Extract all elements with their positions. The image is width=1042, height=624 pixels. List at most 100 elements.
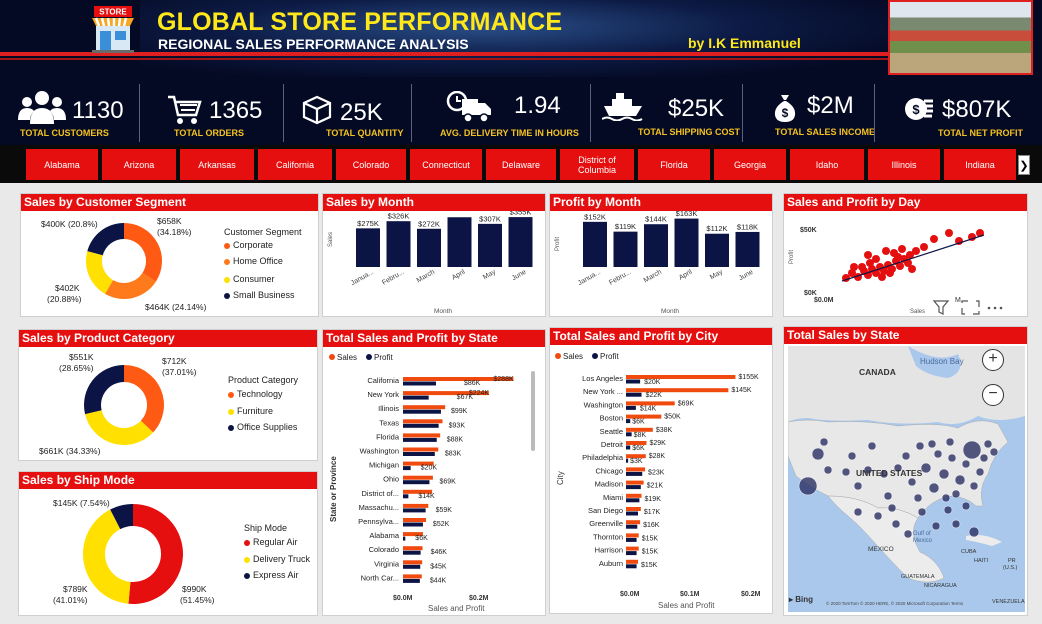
bar-february [386,221,411,267]
sales-value-label: $28K [649,453,666,460]
bar-february [613,231,638,267]
legend-item-technology[interactable]: Technology [228,389,283,399]
sales-bar [403,532,423,537]
legend-item-express-air[interactable]: Express Air [244,570,299,580]
state-button[interactable]: Alabama [26,149,98,180]
scatter-point [850,263,858,271]
state-button[interactable]: Indiana [944,149,1016,180]
svg-text:$: $ [912,102,920,117]
customer-segment-panel[interactable]: Sales by Customer Segment $400K (20.8%) … [20,193,319,317]
state-button[interactable]: Connecticut [410,149,482,180]
state-button[interactable]: Arkansas [180,149,254,180]
slicer-scroll-right-button[interactable]: ❯ [1018,155,1030,175]
legend-item-regular-air[interactable]: Regular Air [244,537,298,547]
sales-profit-day-chart[interactable]: $50K $0K $0.0M M Profit Sales [784,211,1027,317]
ship-mode-donut[interactable] [81,502,185,606]
state-button[interactable]: District of Columbia [560,149,634,180]
store-icon: STORE [92,6,134,53]
category-label: Ohio [383,475,399,484]
state-bubble [951,519,961,529]
category-label: Boston [600,414,623,423]
map-panel[interactable]: Total Sales by State Hudson Bay CANADA U… [783,326,1028,616]
legend-item-corporate[interactable]: Corporate [224,240,273,250]
scatter-point [882,247,890,255]
legend-item-small-business[interactable]: Small Business [224,290,295,300]
category-label: San Diego [588,506,623,515]
legend-item-home-office[interactable]: Home Office [224,256,283,266]
state-bubble [823,465,833,475]
state-bubble [891,519,901,529]
zoom-in-button[interactable]: + [982,349,1004,371]
state-bars-panel[interactable]: Total Sales and Profit by State Sales Pr… [322,329,546,616]
state-button[interactable]: Idaho [790,149,864,180]
svg-text:$: $ [782,106,789,120]
city-bars-chart[interactable]: Sales Profit Los Angeles $155K $20K New Yor… [550,345,772,613]
state-button[interactable]: Georgia [714,149,786,180]
sales-bar [626,401,675,406]
profit-bar [626,551,637,556]
bar-value-label: $355K [510,211,532,217]
legend-item-furniture[interactable]: Furniture [228,406,273,416]
zoom-out-button[interactable]: − [982,384,1004,406]
x-tick-label: Janua... [577,269,602,288]
category-label: Los Angeles [582,374,623,383]
sales-bar [626,507,641,511]
dashboard-subtitle: REGIONAL SALES PERFORMANCE ANALYSIS [158,36,469,52]
sales-bar [403,503,429,508]
product-category-donut[interactable] [81,362,167,448]
category-label: New York [367,390,399,399]
donut-slice-express-air [110,504,133,530]
trend-line [841,234,985,282]
dashboard-title: GLOBAL STORE PERFORMANCE [157,8,563,36]
state-button[interactable]: Arizona [102,149,176,180]
legend-sales: Sales [337,353,357,362]
us-map[interactable] [788,346,1025,612]
scrollbar[interactable] [531,371,535,451]
more-options-icon[interactable] [987,306,1003,310]
scatter-point [912,247,920,255]
state-bubble [941,493,951,503]
profit-by-month-chart[interactable]: $152K Janua... $119K Febru... $144K March $163… [550,211,772,317]
value-label: $23K [648,469,665,476]
state-bubble [933,449,943,459]
state-button[interactable]: Delaware [486,149,556,180]
x-axis-label: Month [434,308,452,315]
sales-bar [403,377,514,381]
state-button[interactable]: California [258,149,332,180]
scatter-point [872,255,880,263]
state-bubble [931,521,941,531]
scatter-point [864,251,872,259]
customer-segment-donut[interactable] [83,220,165,302]
category-label: Harrison [595,546,623,555]
focus-mode-icon[interactable] [961,300,980,315]
profit-bar [626,405,636,410]
filter-icon[interactable] [932,300,950,315]
state-button[interactable]: Florida [638,149,710,180]
slice-label-corporate-pct: (34.18%) [157,227,192,237]
sales-by-month-panel[interactable]: Sales by Month $275K Janua... $326K Febru..… [322,193,546,317]
state-button[interactable]: Illinois [868,149,940,180]
scatter-point [908,265,916,273]
category-label: Washington [360,447,399,456]
product-category-panel[interactable]: Sales by Product Category $551K (28.65%)… [18,329,318,461]
slice-label-furniture: $661K (34.33%) [39,446,101,456]
y-axis-label: Profit [789,250,795,264]
ship-mode-panel[interactable]: Sales by Ship Mode $145K (7.54%) $789K (… [18,471,318,616]
legend-item-consumer[interactable]: Consumer [224,274,275,284]
kpi-total-quantity: 25K TOTAL QUANTITY [298,77,408,143]
profit-bar [626,485,641,490]
bar-value-label: $307K [479,214,501,223]
city-bars-panel[interactable]: Total Sales and Profit by City Sales Pro… [549,327,773,614]
profit-value-label: $83K [445,451,462,458]
profit-by-month-panel[interactable]: Profit by Month $152K Janua... $119K Febru.… [549,193,773,317]
legend-item-delivery-truck[interactable]: Delivery Truck [244,554,310,564]
sales-profit-day-panel[interactable]: Sales and Profit by Day $50K $0K $0.0M M… [783,193,1028,317]
bar-january [583,221,607,267]
legend-item-office-supplies[interactable]: Office Supplies [228,422,297,432]
sales-by-month-chart[interactable]: $275K Janua... $326K Febru... $272K March Apri… [323,211,545,317]
state-button[interactable]: Colorado [336,149,406,180]
state-bars-chart[interactable]: Sales Profit California $86K $288K New York… [323,347,545,615]
sales-bar [626,388,729,393]
kpi-label: TOTAL SALES INCOME [775,127,876,137]
profit-bar [626,458,629,463]
